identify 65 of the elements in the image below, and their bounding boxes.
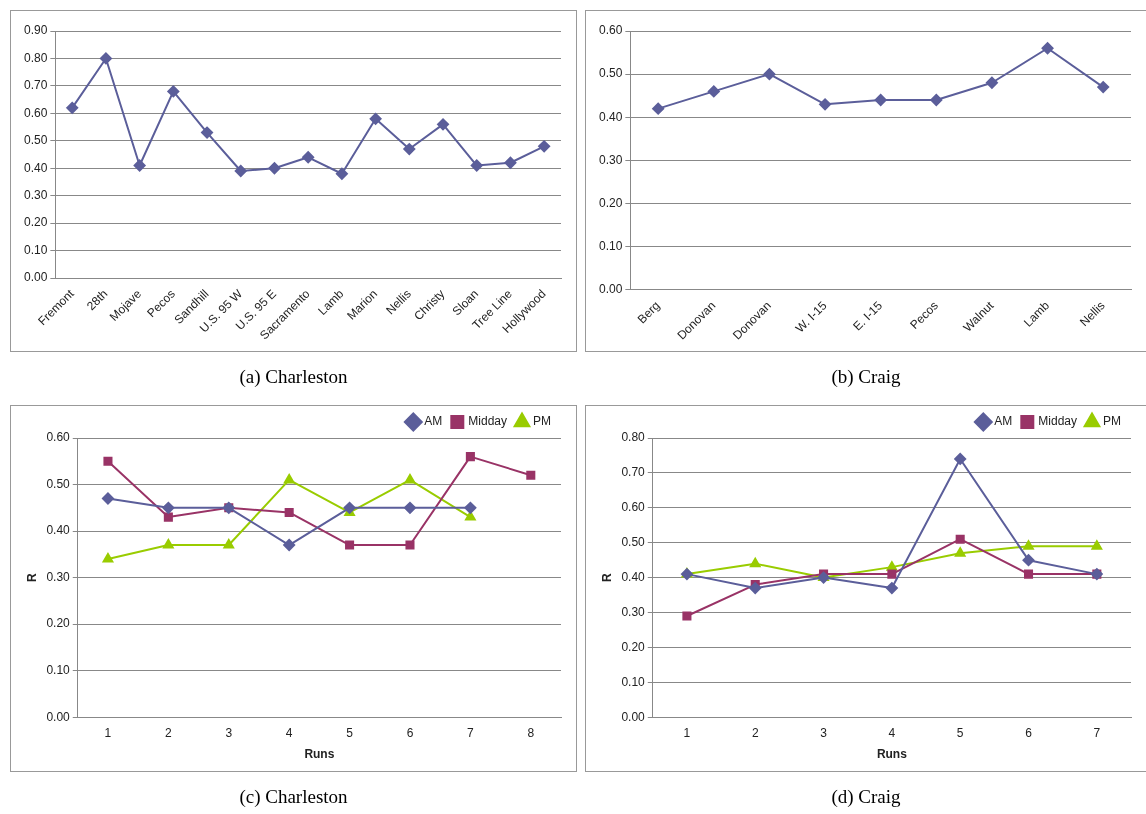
y-tick-label: 0.20 (46, 616, 71, 631)
y-tick-label: 0.80 (621, 430, 646, 445)
text: (b) Craig (830, 366, 902, 388)
y-axis-title: R (24, 572, 39, 582)
x-tick-label: E. I-15 (850, 298, 886, 334)
x-tick-label: 7 (1093, 725, 1101, 740)
y-tick-label: 0.30 (46, 569, 71, 584)
x-tick-label: 2 (165, 725, 173, 740)
legend-label: Midday (468, 414, 507, 429)
x-tick-label: 3 (820, 725, 828, 740)
x-tick-label: 2 (751, 725, 759, 740)
text: (c) Charleston (238, 786, 349, 808)
x-axis-title: Runs (876, 747, 908, 762)
x-tick-label: 8 (527, 725, 535, 740)
x-tick-label: 3 (225, 725, 233, 740)
y-tick-label: 0.40 (621, 569, 646, 584)
y-tick-label: 0.00 (621, 709, 646, 724)
legend-label: PM (1103, 414, 1121, 429)
x-tick-label: 4 (285, 725, 293, 740)
x-tick-label: 5 (956, 725, 964, 740)
x-tick-label: 5 (346, 725, 354, 740)
y-tick-label: 0.10 (46, 662, 71, 677)
x-tick-label: 28th (83, 286, 111, 314)
legend-label: PM (533, 414, 551, 429)
y-tick-label: 0.10 (621, 674, 646, 689)
y-tick-label: 0.30 (24, 188, 48, 203)
x-tick-label: W. I-15 (792, 298, 830, 336)
legend-label: AM (424, 414, 443, 429)
y-tick-label: 0.10 (599, 239, 623, 254)
y-tick-label: 0.00 (599, 282, 623, 297)
y-tick-label: 0.60 (621, 500, 646, 515)
y-tick-label: 0.50 (46, 476, 71, 491)
text: (d) Craig (830, 786, 902, 808)
y-tick-label: 0.30 (599, 152, 623, 167)
x-tick-label: 1 (683, 725, 691, 740)
y-tick-label: 0.40 (46, 523, 71, 538)
text: (a) Charleston (238, 366, 349, 388)
y-tick-label: 0.60 (599, 23, 623, 38)
y-tick-label: 0.50 (24, 133, 48, 148)
y-tick-label: 0.50 (599, 66, 623, 81)
y-tick-label: 0.10 (24, 242, 48, 257)
y-tick-label: 0.40 (24, 160, 48, 175)
y-tick-label: 0.00 (24, 270, 48, 285)
legend-label: AM (994, 414, 1013, 429)
y-tick-label: 0.30 (621, 604, 646, 619)
legend-label: Midday (1038, 414, 1077, 429)
y-tick-label: 0.60 (46, 430, 71, 445)
y-tick-label: 0.20 (599, 195, 623, 210)
x-tick-label: 4 (888, 725, 896, 740)
x-axis-title: Runs (304, 747, 335, 762)
y-tick-label: 0.20 (24, 215, 48, 230)
y-tick-label: 0.40 (599, 109, 623, 124)
y-tick-label: 0.00 (46, 709, 71, 724)
y-tick-label: 0.90 (24, 23, 48, 38)
y-tick-label: 0.60 (24, 105, 48, 120)
x-tick-label: 1 (104, 725, 112, 740)
y-tick-label: 0.70 (621, 465, 646, 480)
x-tick-label: 6 (1025, 725, 1033, 740)
x-tick-label: 7 (467, 725, 475, 740)
x-tick-label: 6 (406, 725, 414, 740)
y-tick-label: 0.80 (24, 50, 48, 65)
y-tick-label: 0.50 (621, 535, 646, 550)
y-tick-label: 0.70 (24, 78, 48, 93)
y-axis-title: R (599, 572, 614, 582)
y-tick-label: 0.20 (621, 639, 646, 654)
